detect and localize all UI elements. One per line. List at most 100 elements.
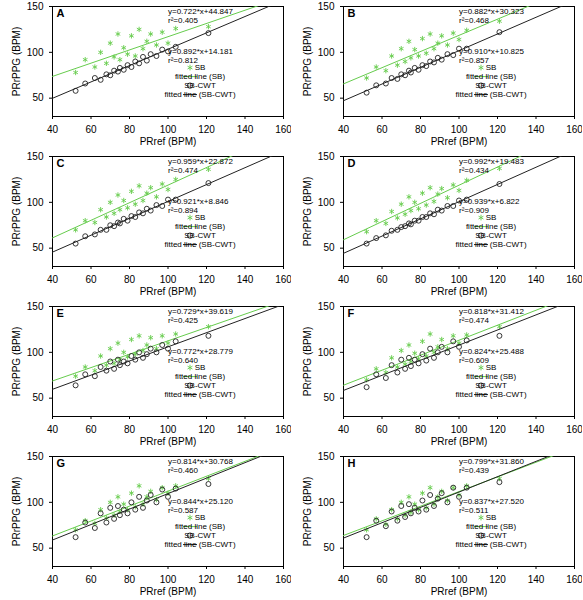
svg-text:A: A bbox=[57, 7, 65, 19]
svg-text:G: G bbox=[57, 457, 66, 469]
svg-text:50: 50 bbox=[323, 392, 335, 403]
svg-text:y=0.722*x+44.847: y=0.722*x+44.847 bbox=[168, 7, 233, 16]
svg-text:80: 80 bbox=[415, 424, 427, 435]
svg-text:60: 60 bbox=[85, 124, 97, 135]
svg-text:140: 140 bbox=[237, 424, 254, 435]
svg-text:80: 80 bbox=[415, 124, 427, 135]
svg-text:150: 150 bbox=[318, 151, 335, 162]
svg-text:120: 120 bbox=[489, 274, 506, 285]
svg-text:60: 60 bbox=[376, 274, 388, 285]
svg-text:fitted line (SB-CWT): fitted line (SB-CWT) bbox=[455, 240, 526, 249]
svg-text:160: 160 bbox=[275, 424, 291, 435]
svg-text:r²=0.460: r²=0.460 bbox=[168, 466, 199, 475]
svg-text:r²=0.511: r²=0.511 bbox=[459, 506, 489, 515]
svg-text:100: 100 bbox=[27, 47, 44, 58]
svg-text:y=0.892*x+14.181: y=0.892*x+14.181 bbox=[168, 47, 233, 56]
svg-text:y=0.844*x+25.120: y=0.844*x+25.120 bbox=[168, 497, 233, 506]
svg-text:fitted line (SB): fitted line (SB) bbox=[175, 72, 226, 81]
svg-text:60: 60 bbox=[376, 574, 388, 585]
svg-text:40: 40 bbox=[338, 574, 350, 585]
svg-text:y=0.772*x+28.779: y=0.772*x+28.779 bbox=[168, 347, 233, 356]
svg-text:140: 140 bbox=[528, 124, 545, 135]
svg-text:140: 140 bbox=[237, 274, 254, 285]
svg-text:150: 150 bbox=[27, 301, 44, 312]
svg-text:150: 150 bbox=[27, 451, 44, 462]
svg-text:40: 40 bbox=[47, 124, 59, 135]
svg-text:SB: SB bbox=[195, 63, 206, 72]
svg-text:100: 100 bbox=[27, 347, 44, 358]
svg-text:PRref (BPM): PRref (BPM) bbox=[140, 436, 197, 447]
svg-text:PRrPPG (BPM): PRrPPG (BPM) bbox=[302, 477, 313, 546]
svg-text:160: 160 bbox=[275, 124, 291, 135]
svg-text:fitted line (SB-CWT): fitted line (SB-CWT) bbox=[164, 540, 235, 549]
svg-text:PRrPPG (BPM): PRrPPG (BPM) bbox=[11, 327, 22, 396]
svg-text:40: 40 bbox=[338, 124, 350, 135]
svg-text:y=0.882*x+30.323: y=0.882*x+30.323 bbox=[459, 7, 524, 16]
svg-text:160: 160 bbox=[566, 574, 582, 585]
svg-text:140: 140 bbox=[528, 274, 545, 285]
svg-text:C: C bbox=[57, 157, 65, 169]
svg-text:160: 160 bbox=[566, 124, 582, 135]
svg-text:100: 100 bbox=[318, 497, 335, 508]
svg-text:y=0.824*x+25.488: y=0.824*x+25.488 bbox=[459, 347, 524, 356]
svg-text:SB-CWT: SB-CWT bbox=[475, 531, 507, 540]
svg-text:40: 40 bbox=[47, 574, 59, 585]
svg-text:SB: SB bbox=[486, 63, 497, 72]
svg-text:H: H bbox=[348, 457, 356, 469]
svg-text:fitted line (SB): fitted line (SB) bbox=[466, 372, 517, 381]
svg-text:100: 100 bbox=[27, 197, 44, 208]
svg-text:y=0.814*x+30.768: y=0.814*x+30.768 bbox=[168, 457, 233, 466]
svg-text:160: 160 bbox=[566, 274, 582, 285]
svg-text:160: 160 bbox=[275, 274, 291, 285]
svg-text:140: 140 bbox=[528, 574, 545, 585]
svg-text:fitted line (SB-CWT): fitted line (SB-CWT) bbox=[455, 390, 526, 399]
svg-text:PRref (BPM): PRref (BPM) bbox=[140, 136, 197, 147]
svg-text:PRrPPG (BPM): PRrPPG (BPM) bbox=[302, 327, 313, 396]
svg-text:SB: SB bbox=[486, 363, 497, 372]
svg-text:PRrPPG (BPM): PRrPPG (BPM) bbox=[11, 27, 22, 96]
svg-text:100: 100 bbox=[318, 347, 335, 358]
svg-text:50: 50 bbox=[323, 242, 335, 253]
svg-text:40: 40 bbox=[338, 424, 350, 435]
svg-text:50: 50 bbox=[32, 392, 44, 403]
svg-text:100: 100 bbox=[27, 497, 44, 508]
svg-text:60: 60 bbox=[376, 124, 388, 135]
svg-text:140: 140 bbox=[237, 574, 254, 585]
svg-text:r²=0.405: r²=0.405 bbox=[168, 16, 199, 25]
svg-text:F: F bbox=[348, 307, 355, 319]
svg-text:PRrPPG (BPM): PRrPPG (BPM) bbox=[302, 177, 313, 246]
svg-text:fitted line (SB-CWT): fitted line (SB-CWT) bbox=[455, 90, 526, 99]
svg-text:60: 60 bbox=[376, 424, 388, 435]
svg-text:50: 50 bbox=[32, 542, 44, 553]
svg-text:50: 50 bbox=[323, 92, 335, 103]
svg-text:B: B bbox=[348, 7, 356, 19]
svg-text:140: 140 bbox=[528, 424, 545, 435]
svg-text:y=0.729*x+39.619: y=0.729*x+39.619 bbox=[168, 307, 233, 316]
svg-text:D: D bbox=[348, 157, 356, 169]
svg-text:80: 80 bbox=[124, 124, 136, 135]
svg-text:SB: SB bbox=[486, 213, 497, 222]
svg-text:r²=0.425: r²=0.425 bbox=[168, 316, 199, 325]
svg-text:SB-CWT: SB-CWT bbox=[475, 81, 507, 90]
svg-text:y=0.992*x+19.483: y=0.992*x+19.483 bbox=[459, 157, 524, 166]
svg-text:80: 80 bbox=[124, 274, 136, 285]
svg-text:y=0.959*x+22.872: y=0.959*x+22.872 bbox=[168, 157, 233, 166]
svg-text:80: 80 bbox=[124, 574, 136, 585]
svg-text:PRref (BPM): PRref (BPM) bbox=[140, 586, 197, 597]
svg-text:fitted line (SB): fitted line (SB) bbox=[175, 372, 226, 381]
svg-text:SB-CWT: SB-CWT bbox=[184, 531, 216, 540]
svg-text:40: 40 bbox=[47, 274, 59, 285]
svg-text:fitted line (SB-CWT): fitted line (SB-CWT) bbox=[164, 390, 235, 399]
svg-text:140: 140 bbox=[237, 124, 254, 135]
svg-text:160: 160 bbox=[566, 424, 582, 435]
svg-text:PRrPPG (BPM): PRrPPG (BPM) bbox=[11, 477, 22, 546]
svg-text:60: 60 bbox=[85, 424, 97, 435]
svg-text:PRref (BPM): PRref (BPM) bbox=[431, 586, 488, 597]
svg-text:120: 120 bbox=[489, 574, 506, 585]
svg-text:120: 120 bbox=[198, 424, 215, 435]
svg-text:120: 120 bbox=[198, 124, 215, 135]
svg-text:100: 100 bbox=[318, 197, 335, 208]
svg-text:120: 120 bbox=[198, 574, 215, 585]
svg-text:PRref (BPM): PRref (BPM) bbox=[140, 286, 197, 297]
svg-text:40: 40 bbox=[47, 424, 59, 435]
